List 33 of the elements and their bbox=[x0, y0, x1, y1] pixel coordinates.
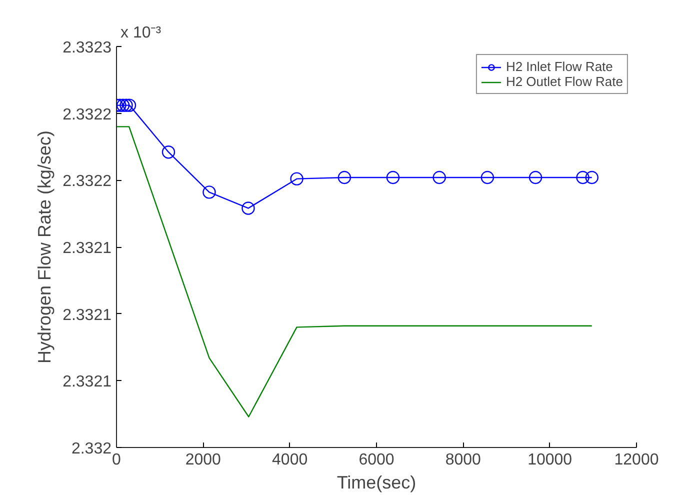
point bbox=[386, 170, 400, 184]
point bbox=[116, 98, 130, 112]
x-axis-title: Time(sec) bbox=[336, 472, 416, 492]
legend-label: H2 Inlet Flow Rate bbox=[506, 59, 613, 74]
y-tick-label: 2.3321 bbox=[62, 240, 112, 257]
x-tick-label: 10000 bbox=[528, 452, 572, 468]
point bbox=[120, 98, 133, 112]
point bbox=[338, 170, 352, 184]
x-tick-label: 2000 bbox=[185, 452, 222, 468]
point bbox=[480, 170, 494, 184]
point bbox=[585, 170, 598, 184]
point bbox=[432, 170, 446, 184]
legend-label: H2 Outlet Flow Rate bbox=[506, 74, 623, 89]
point bbox=[528, 170, 542, 184]
line-series bbox=[116, 126, 592, 418]
y-tick-label: 2.3321 bbox=[62, 374, 112, 391]
x-tick-label: 4000 bbox=[272, 452, 308, 468]
point bbox=[202, 186, 216, 199]
y-tick-label: 2.3322 bbox=[62, 173, 112, 190]
point bbox=[162, 146, 176, 159]
y-tick-label: 2.3321 bbox=[62, 306, 112, 324]
y-tick-label: 2.3322 bbox=[62, 106, 112, 124]
x-tick-label: 0 bbox=[112, 452, 122, 468]
point bbox=[122, 98, 136, 112]
point bbox=[242, 202, 255, 215]
y-axis-title: Hydrogen Flow Rate (kg/sec) bbox=[34, 130, 55, 364]
y-tick-label: 2.3323 bbox=[62, 40, 112, 56]
x-tick-label: 6000 bbox=[358, 452, 394, 468]
point bbox=[290, 172, 304, 186]
x-tick-label: 8000 bbox=[445, 452, 482, 468]
x-tick-label: 12000 bbox=[614, 452, 659, 468]
text: x 10⁻³ bbox=[120, 24, 162, 42]
y-tick-label: 2.332 bbox=[71, 440, 112, 458]
